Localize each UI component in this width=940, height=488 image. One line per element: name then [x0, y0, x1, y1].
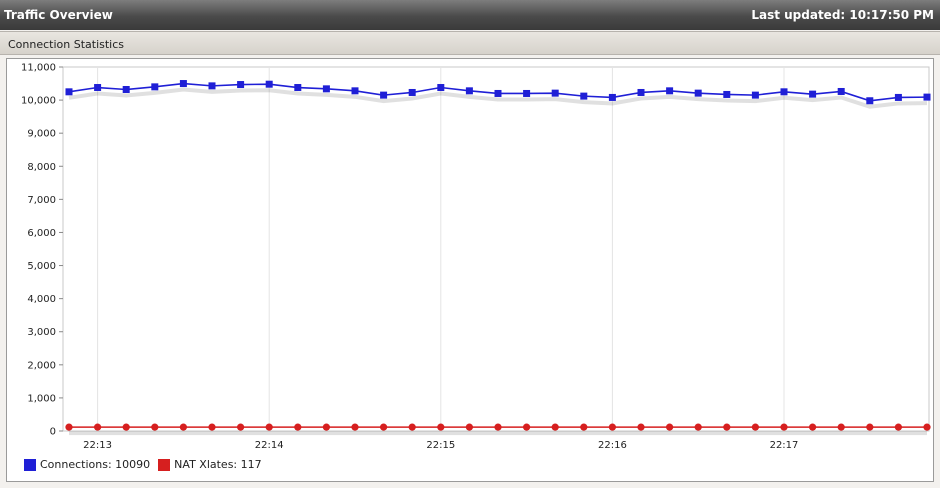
connections-point — [523, 89, 531, 97]
nat-point — [294, 423, 302, 431]
nat-point — [780, 423, 788, 431]
nat-point — [351, 423, 359, 431]
nat-point — [551, 423, 559, 431]
legend-item-nat: NAT Xlates: 117 — [158, 458, 262, 471]
legend-label-connections: Connections: 10090 — [40, 458, 151, 471]
connections-point — [551, 89, 559, 97]
nat-point — [179, 423, 187, 431]
nat-point — [237, 423, 245, 431]
connections-point — [837, 87, 845, 95]
plot-background — [62, 66, 930, 432]
connections-point — [265, 80, 273, 88]
legend-item-connections: Connections: 10090 — [24, 458, 150, 471]
nat-point — [894, 423, 903, 431]
nat-point — [666, 423, 674, 431]
connections-swatch — [24, 458, 36, 471]
connections-point — [637, 88, 645, 96]
connections-point — [65, 88, 73, 96]
chart-legend: Connections: 10090 NAT Xlates: 117 — [24, 458, 262, 471]
connections-point — [780, 88, 788, 96]
connections-point — [151, 83, 159, 91]
connections-point — [122, 86, 130, 94]
y-tick-label: 10,000 — [21, 96, 56, 107]
connections-point — [608, 93, 616, 101]
nat-point — [408, 423, 416, 431]
nat-point — [208, 423, 216, 431]
nat-point — [723, 423, 731, 431]
chart-area: 22:13 22:14 22:15 22:16 22:17 0 1,000 2,000 3,00… — [6, 58, 934, 482]
connections-point — [380, 91, 388, 99]
nat-point — [809, 423, 817, 431]
panel-header: Connection Statistics — [0, 31, 940, 55]
connections-point — [437, 84, 445, 92]
y-tick-label: 2,000 — [27, 360, 56, 371]
nat-point — [923, 423, 931, 431]
nat-point — [122, 423, 130, 431]
last-updated-label: Last updated: 10:17:50 PM — [751, 8, 934, 22]
connections-point — [866, 97, 874, 105]
nat-point — [837, 423, 845, 431]
y-tick-label: 1,000 — [27, 393, 56, 404]
connections-point — [923, 93, 931, 101]
panel-title: Connection Statistics — [8, 38, 125, 51]
nat-swatch — [158, 458, 171, 471]
y-tick-label: 5,000 — [27, 261, 56, 272]
connections-point — [751, 91, 759, 99]
x-tick-label: 22:13 — [83, 440, 112, 451]
connections-point — [94, 84, 102, 92]
nat-point — [265, 423, 273, 431]
connections-point — [408, 88, 416, 96]
connections-point — [351, 87, 359, 95]
y-tick-label: 9,000 — [27, 129, 56, 140]
y-tick-label: 6,000 — [27, 228, 56, 239]
title-bar: Traffic Overview Last updated: 10:17:50 … — [0, 0, 940, 30]
nat-point — [494, 423, 502, 431]
x-tick-label: 22:17 — [770, 440, 799, 451]
y-tick-label: 11,000 — [21, 63, 56, 74]
connections-point — [694, 89, 702, 97]
connections-point — [465, 87, 473, 95]
y-tick-label: 7,000 — [27, 195, 56, 206]
connection-statistics-chart: 22:13 22:14 22:15 22:16 22:17 0 1,000 2,000 3,00… — [21, 63, 931, 451]
window-title: Traffic Overview — [4, 8, 113, 22]
nat-point — [608, 423, 617, 431]
nat-point — [437, 423, 445, 431]
nat-point — [866, 423, 874, 431]
y-tick-label: 4,000 — [27, 294, 56, 305]
connections-point — [666, 87, 674, 95]
x-tick-label: 22:14 — [255, 440, 284, 451]
nat-point — [694, 423, 702, 431]
x-tick-label: 22:15 — [426, 440, 455, 451]
nat-point — [580, 423, 588, 431]
connections-point — [208, 82, 216, 90]
connections-point — [580, 92, 588, 100]
nat-point — [380, 423, 388, 431]
nat-point — [465, 423, 473, 431]
connections-point — [494, 89, 502, 97]
connections-point — [894, 93, 902, 101]
y-tick-label: 8,000 — [27, 162, 56, 173]
nat-point — [151, 423, 159, 431]
legend-label-nat: NAT Xlates: 117 — [174, 458, 262, 471]
connections-series-shadow — [68, 87, 928, 109]
nat-point — [751, 423, 760, 431]
x-tick-label: 22:16 — [598, 440, 627, 451]
connections-point — [294, 84, 302, 92]
connections-point — [322, 85, 330, 93]
connections-point — [179, 80, 187, 88]
y-tick-label: 0 — [50, 427, 56, 438]
connections-point — [237, 81, 245, 89]
nat-point — [65, 423, 73, 431]
nat-point — [637, 423, 645, 431]
nat-point — [94, 423, 102, 431]
nat-point — [523, 423, 531, 431]
nat-point — [322, 423, 330, 431]
y-tick-label: 3,000 — [27, 327, 56, 338]
connections-point — [809, 90, 817, 98]
connections-point — [723, 90, 731, 98]
